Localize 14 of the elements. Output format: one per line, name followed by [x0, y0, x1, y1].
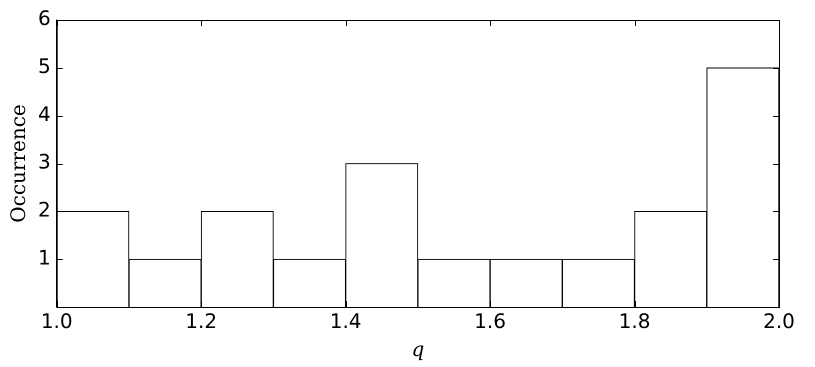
x-tick-label: 2.0 — [763, 309, 795, 334]
y-tick-label: 4 — [38, 102, 51, 126]
y-tick-label: 6 — [38, 6, 51, 30]
y-tick-label: 1 — [38, 245, 51, 270]
y-tick-label: 5 — [38, 54, 51, 78]
x-tick-label: 1.8 — [618, 309, 650, 334]
x-axis-title: q — [411, 337, 424, 362]
x-tick-label: 1.4 — [330, 309, 362, 334]
y-tick-label: 3 — [38, 150, 51, 174]
y-axis-title: Occurrence — [6, 104, 30, 223]
x-tick-label: 1.0 — [40, 309, 73, 334]
x-tick-label: 1.2 — [185, 309, 218, 334]
x-tick-label: 1.6 — [474, 309, 506, 334]
y-tick-label: 2 — [38, 198, 51, 222]
